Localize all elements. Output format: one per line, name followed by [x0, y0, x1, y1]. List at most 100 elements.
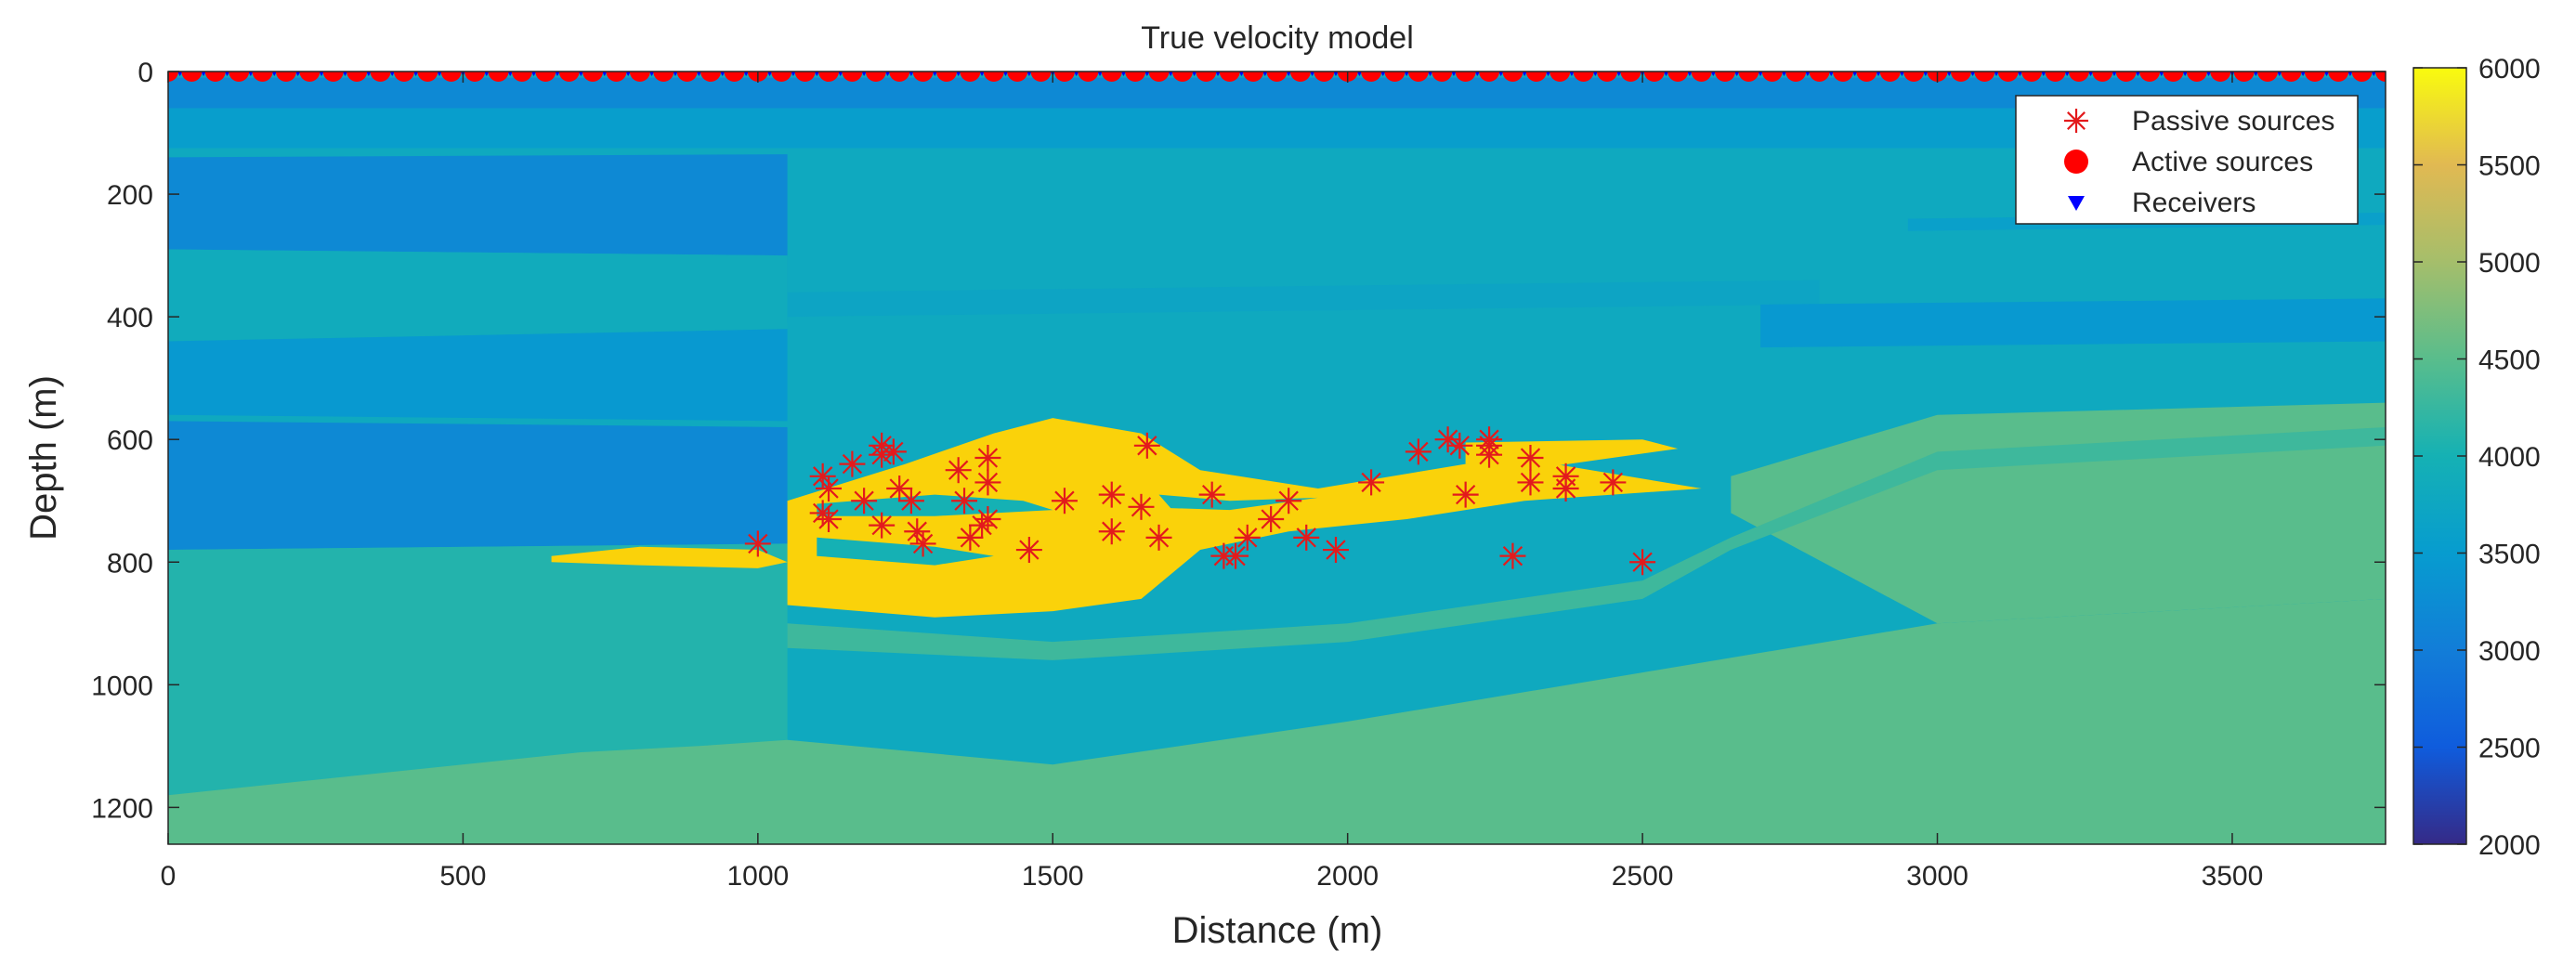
- active-source-point: [960, 72, 981, 82]
- active-source-point: [1361, 72, 1382, 82]
- receiver-point: [1451, 72, 1457, 76]
- active-source-point: [322, 72, 344, 82]
- passive-source-point: [1275, 488, 1302, 515]
- receiver-point: [366, 72, 372, 76]
- active-source-point: [1030, 72, 1052, 82]
- legend-label: Passive sources: [2132, 106, 2334, 137]
- active-source-point: [1714, 72, 1735, 82]
- receiver-point: [507, 72, 513, 76]
- active-source-point: [724, 72, 745, 82]
- active-source-point: [1053, 72, 1075, 82]
- receiver-point: [1805, 72, 1811, 76]
- active-source-point: [252, 72, 273, 82]
- receiver-point: [2300, 72, 2306, 76]
- passive-source-point: [869, 512, 896, 539]
- receiver-point: [224, 72, 230, 76]
- receiver-point: [177, 72, 183, 76]
- passive-source-point: [869, 441, 896, 468]
- passive-source-point: [1517, 469, 1544, 496]
- velocity-layer: [787, 427, 2386, 660]
- x-tick-label: 3500: [2202, 861, 2264, 892]
- active-source-point: [1479, 72, 1500, 82]
- passive-source-point: [816, 506, 843, 533]
- y-tick-label: 1000: [91, 671, 153, 701]
- active-source-point: [912, 72, 934, 82]
- active-source-point: [1101, 72, 1122, 82]
- receiver-point: [1994, 72, 1999, 76]
- receiver-point: [1522, 72, 1527, 76]
- receiver-point: [2135, 72, 2141, 76]
- receiver-point: [294, 72, 301, 76]
- y-tick-label: 1200: [91, 793, 153, 824]
- receiver-point: [1262, 72, 1268, 76]
- receiver-point: [1876, 72, 1881, 76]
- receiver-point: [2041, 72, 2046, 76]
- receiver-point: [743, 72, 749, 76]
- receiver-point: [1380, 72, 1386, 76]
- active-source-point: [204, 72, 226, 82]
- passive-source-point: [1446, 432, 1473, 459]
- passive-source-point: [1234, 524, 1261, 551]
- receiver-point: [319, 72, 324, 76]
- receiver-point: [1191, 72, 1197, 76]
- receiver-point: [2347, 72, 2353, 76]
- active-source-point: [1785, 72, 1807, 82]
- passive-source-point: [945, 457, 972, 484]
- active-source-point: [1903, 72, 1925, 82]
- receiver-point: [342, 72, 348, 76]
- receiver-point: [201, 72, 206, 76]
- legend-receiver-marker: [2068, 196, 2085, 211]
- active-source-point: [1997, 72, 2019, 82]
- receiver-point: [1828, 72, 1835, 76]
- receiver-point: [648, 72, 655, 76]
- active-source-point: [558, 72, 580, 82]
- velocity-layer: [168, 77, 2386, 109]
- y-axis-label: Depth (m): [23, 375, 64, 541]
- active-source-point: [1289, 72, 1311, 82]
- active-source-point: [2186, 72, 2207, 82]
- active-source-point: [2351, 72, 2373, 82]
- receiver-point: [696, 72, 702, 76]
- active-source-point: [464, 72, 486, 82]
- receiver-point: [2158, 72, 2164, 76]
- velocity-layer: [168, 154, 788, 256]
- velocity-layer: [817, 537, 994, 566]
- passive-source-point: [904, 518, 931, 545]
- y-tick-label: 800: [107, 548, 153, 579]
- active-source-point: [1171, 72, 1193, 82]
- active-source-point: [1196, 72, 1217, 82]
- receiver-point: [1710, 72, 1717, 76]
- receiver-point: [1474, 72, 1481, 76]
- passive-source-point: [1517, 445, 1544, 471]
- velocity-layers: [168, 77, 2386, 844]
- active-source-point: [1314, 72, 1335, 82]
- receiver-point: [1899, 72, 1905, 76]
- receiver-point: [1592, 72, 1599, 76]
- receiver-point: [1238, 72, 1245, 76]
- receiver-point: [2276, 72, 2282, 76]
- active-source-point: [2233, 72, 2255, 82]
- passive-sources-series: [744, 426, 1656, 576]
- active-source-point: [700, 72, 722, 82]
- receiver-point: [955, 72, 961, 76]
- active-source-point: [1384, 72, 1406, 82]
- colorbar-tick-label: 4500: [2478, 345, 2541, 376]
- active-source-point: [1738, 72, 1759, 82]
- y-tick-label: 400: [107, 303, 153, 333]
- receiver-point: [1026, 72, 1032, 76]
- receiver-point: [484, 72, 490, 76]
- x-axis-ticks: 0 500 1000 1500 2000 2500 3000 3500: [161, 72, 2264, 892]
- legend-label: Receivers: [2132, 188, 2256, 218]
- active-source-point: [1879, 72, 1901, 82]
- receiver-point: [1545, 72, 1551, 76]
- chart-title: True velocity model: [1141, 20, 1414, 56]
- receiver-point: [766, 72, 773, 76]
- y-tick-label: 600: [107, 425, 153, 456]
- receiver-point: [2087, 72, 2094, 76]
- x-tick-label: 2500: [1612, 861, 1674, 892]
- active-source-point: [1219, 72, 1240, 82]
- receiver-point: [1923, 72, 1929, 76]
- plot-frame: [167, 71, 2386, 845]
- active-source-point: [1502, 72, 1523, 82]
- active-source-point: [1007, 72, 1028, 82]
